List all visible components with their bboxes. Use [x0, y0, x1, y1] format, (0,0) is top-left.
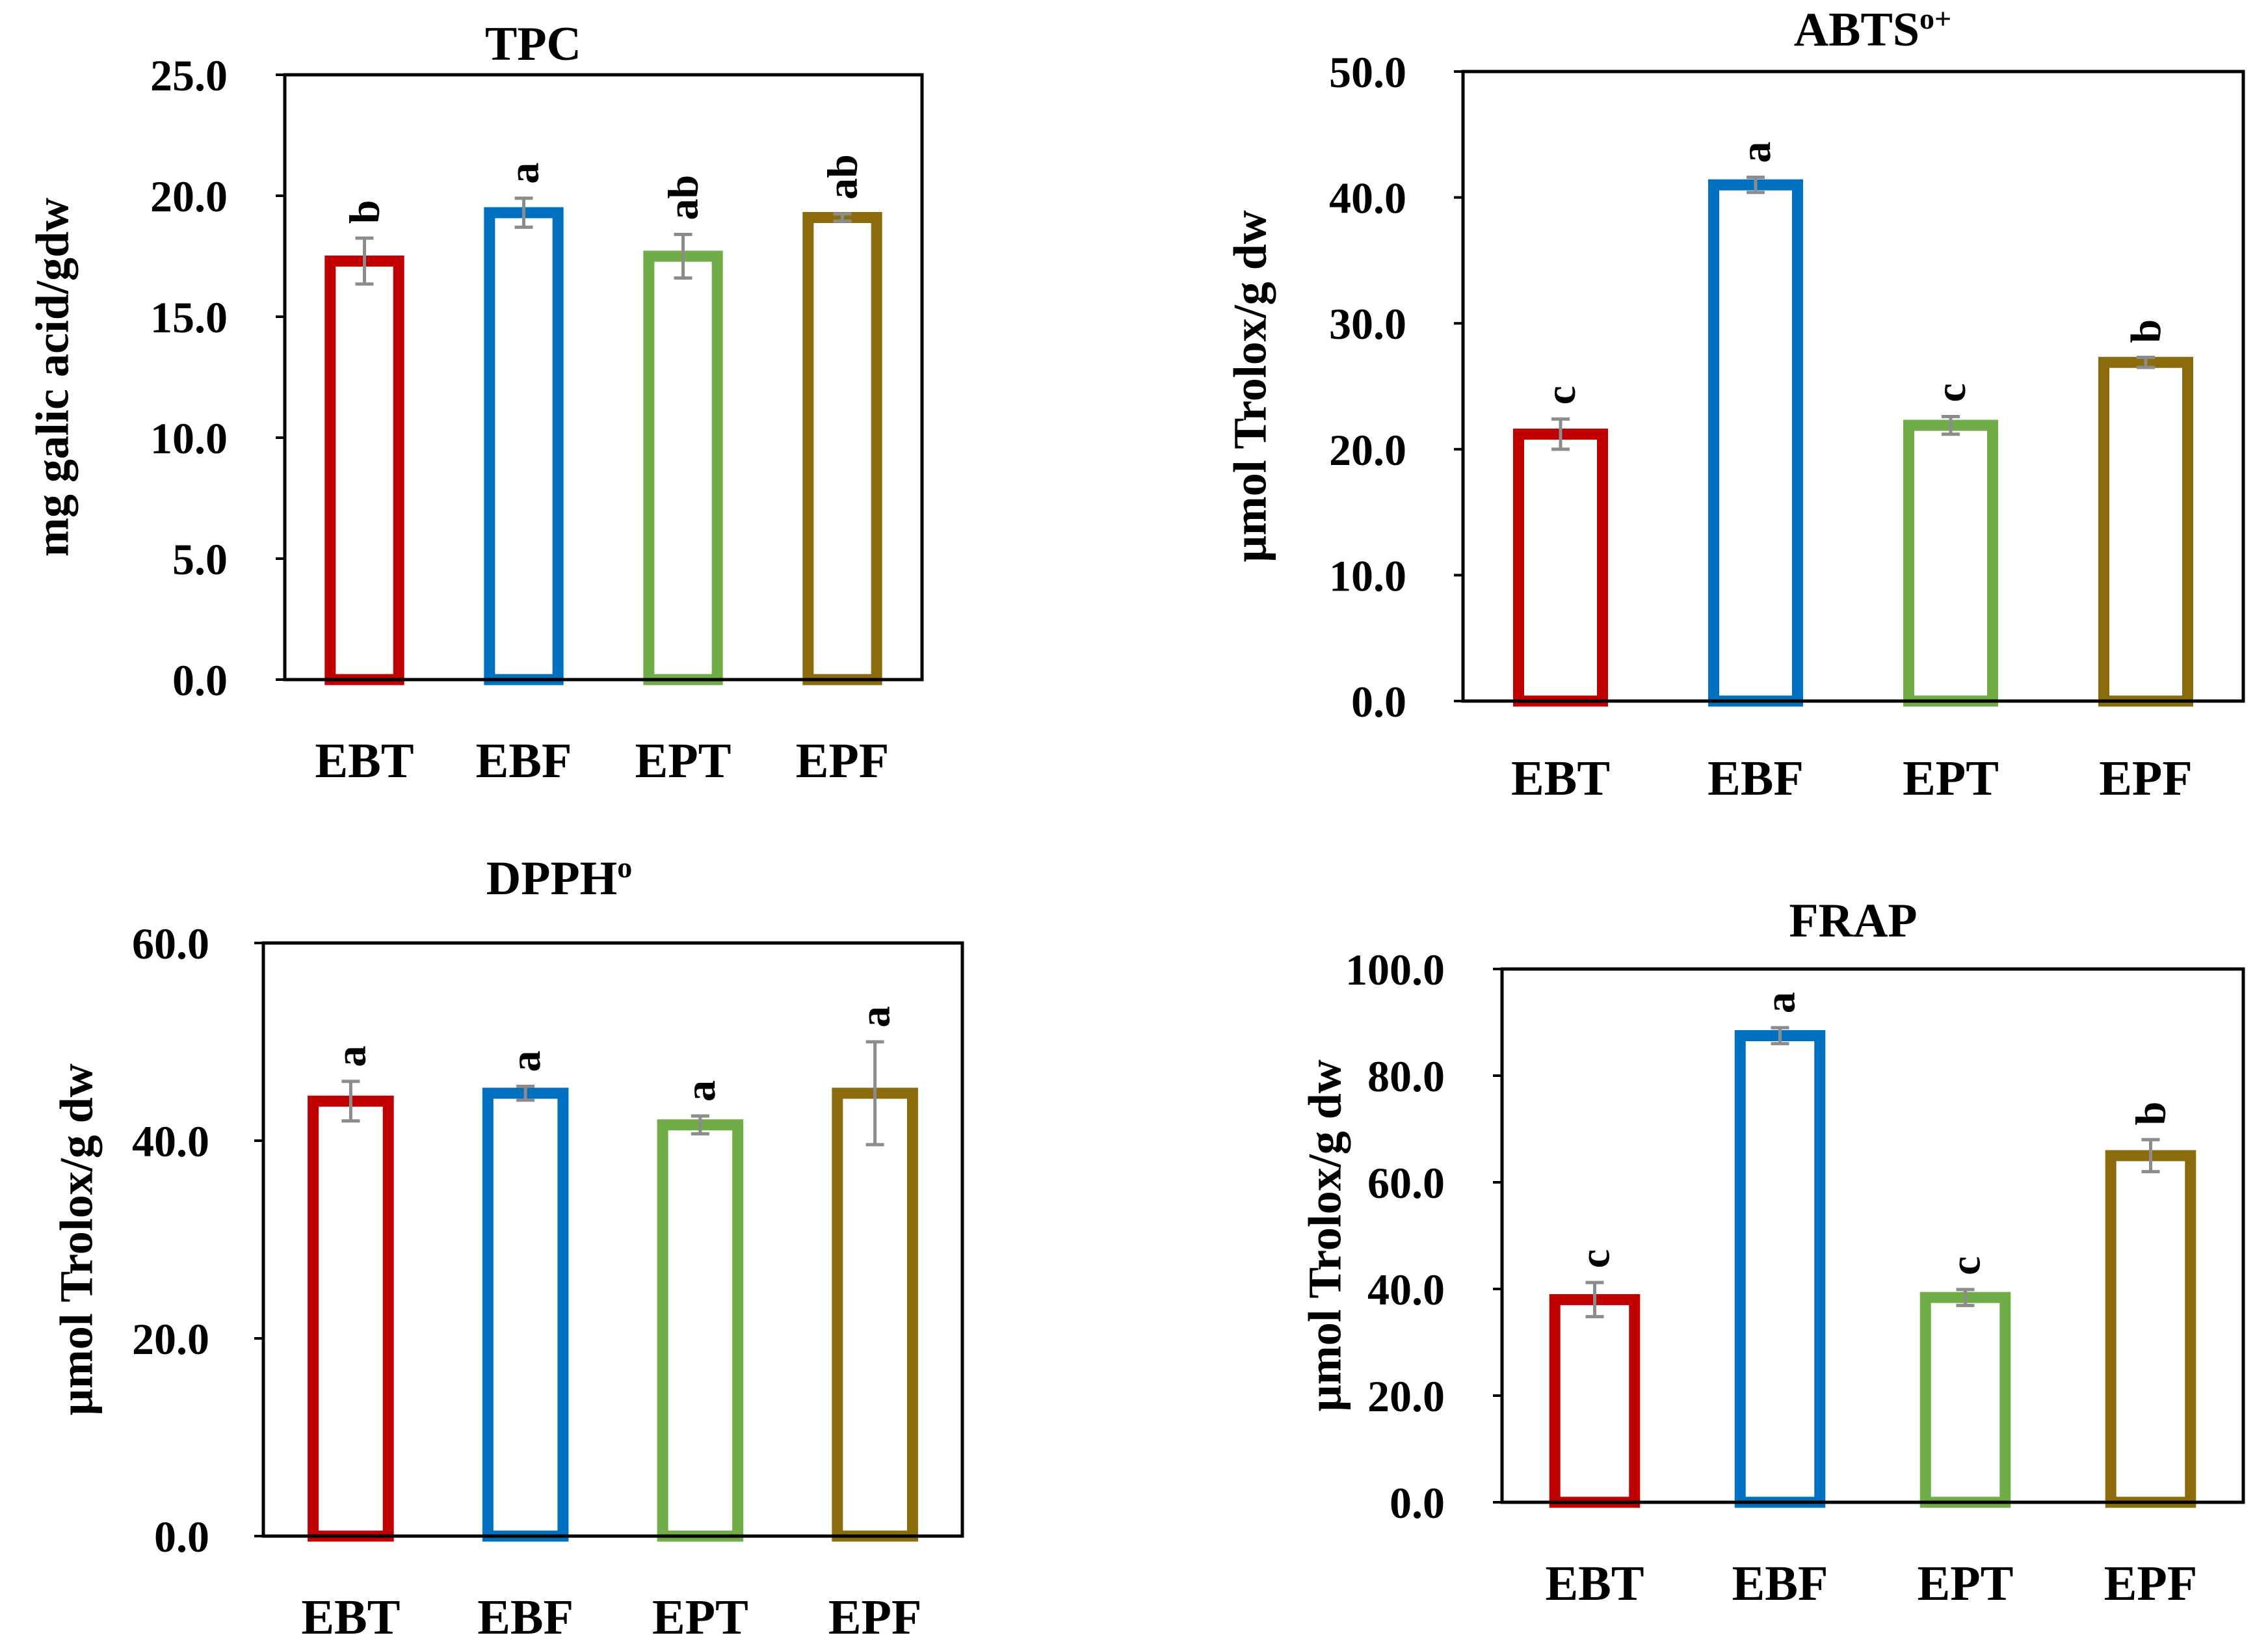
y-tick-label: 5.0: [172, 535, 228, 584]
significance-letter: a: [502, 1050, 549, 1072]
chart-panel-dpph: DPPHo µmol Trolox/g dw 0.0 20.0 40.0 60.0 a EBT…: [51, 851, 964, 1645]
x-category-label: EBT: [301, 1590, 400, 1645]
significance-letter: c: [1537, 386, 1585, 405]
chart-title: TPC: [485, 18, 581, 71]
y-axis-label: µmol Trolox/g dw: [1224, 210, 1276, 563]
y-axis-label: mg galic acid/gdw: [27, 198, 79, 557]
significance-letter: c: [1942, 1256, 1990, 1275]
y-tick-label: 40.0: [1329, 174, 1406, 223]
bar-ebf: [1708, 179, 1803, 707]
significance-letter: a: [677, 1080, 724, 1102]
y-tick-label: 15.0: [150, 293, 228, 342]
significance-letter: c: [1927, 383, 1975, 402]
x-category-label: EBF: [476, 734, 572, 788]
y-tick-label: 20.0: [150, 172, 228, 221]
y-tick-label: 40.0: [1367, 1265, 1445, 1314]
x-category-label: EBT: [1545, 1556, 1644, 1611]
bar-ebf: [484, 207, 564, 685]
significance-letter: a: [327, 1046, 375, 1067]
chart-title: ABTSo+: [1794, 2, 1952, 57]
y-tick-label: 0.0: [172, 656, 228, 705]
significance-letter: a: [852, 1006, 899, 1028]
y-tick-label: 20.0: [132, 1314, 209, 1364]
bar-epf: [832, 1087, 918, 1542]
bar-ebf: [1734, 1030, 1826, 1508]
x-category-label: EBF: [1708, 751, 1804, 806]
significance-letter: a: [1732, 142, 1780, 163]
bar-ebf: [482, 1087, 569, 1542]
x-category-label: EPF: [828, 1590, 922, 1645]
y-tick-label: 40.0: [132, 1117, 209, 1166]
x-category-label: EPF: [796, 734, 890, 788]
chart-title-superscript: o+: [1919, 2, 1951, 35]
y-tick-label: 10.0: [150, 414, 228, 463]
x-category-label: EBT: [1511, 751, 1610, 806]
y-tick-label: 50.0: [1329, 47, 1406, 97]
x-category-label: EBF: [1732, 1556, 1828, 1611]
x-category-label: EPF: [2099, 751, 2193, 806]
y-tick-label: 60.0: [132, 919, 209, 968]
y-tick-label: 80.0: [1367, 1052, 1445, 1101]
y-tick-label: 0.0: [1351, 677, 1406, 726]
chart-title: DPPHo: [486, 851, 632, 905]
y-tick-label: 0.0: [1390, 1478, 1445, 1528]
significance-letter: a: [501, 163, 548, 184]
y-tick-label: 0.0: [154, 1512, 209, 1561]
bar-ebt: [308, 1095, 394, 1542]
x-category-label: EPT: [1903, 751, 1999, 806]
significance-letter: c: [1572, 1249, 1619, 1268]
y-tick-label: 100.0: [1345, 945, 1445, 994]
x-category-label: EBF: [477, 1590, 574, 1645]
y-tick-label: 30.0: [1329, 299, 1406, 349]
chart-panel-abts: ABTSo+ µmol Trolox/g dw 0.0 10.0 20.0 30.0 40.…: [1224, 2, 2245, 806]
x-category-label: EPT: [652, 1590, 748, 1645]
y-tick-label: 25.0: [150, 51, 228, 100]
chart-title: FRAP: [1789, 894, 1917, 948]
y-axis-label: µmol Trolox/g dw: [1299, 1059, 1351, 1412]
bar-epf: [2098, 356, 2193, 707]
y-axis-label: µmol Trolox/g dw: [51, 1063, 103, 1416]
bar-ept: [1903, 419, 1998, 707]
y-tick-label: 20.0: [1329, 425, 1406, 475]
bar-ept: [657, 1119, 744, 1542]
bar-epf: [802, 211, 882, 685]
x-category-label: EBT: [315, 734, 414, 788]
chart-title-superscript: o: [617, 851, 632, 884]
x-category-label: EPT: [1918, 1556, 2014, 1611]
significance-letter: b: [2128, 1102, 2175, 1126]
significance-letter: a: [1757, 992, 1804, 1013]
significance-letter: ab: [819, 154, 867, 200]
y-tick-label: 10.0: [1329, 551, 1406, 600]
x-category-label: EPF: [2104, 1556, 2198, 1611]
bar-ebt: [1549, 1294, 1641, 1508]
bar-ept: [1919, 1292, 2011, 1508]
bar-epf: [2105, 1150, 2196, 1508]
bar-ebt: [324, 255, 404, 685]
y-tick-label: 20.0: [1367, 1372, 1445, 1421]
y-tick-label: 60.0: [1367, 1158, 1445, 1208]
chart-panel-frap: FRAP µmol Trolox/g dw 0.0 20.0 40.0 60.0 80.0 1…: [1299, 894, 2245, 1611]
significance-letter: ab: [660, 175, 707, 220]
significance-letter: b: [341, 200, 389, 224]
bar-ebt: [1513, 429, 1608, 707]
bar-ept: [643, 250, 723, 685]
x-category-label: EPT: [635, 734, 732, 788]
significance-letter: b: [2122, 319, 2170, 343]
chart-panel-tpc: TPC mg galic acid/gdw 0.0 5.0 10.0 15.0 20.0 25…: [27, 18, 924, 788]
